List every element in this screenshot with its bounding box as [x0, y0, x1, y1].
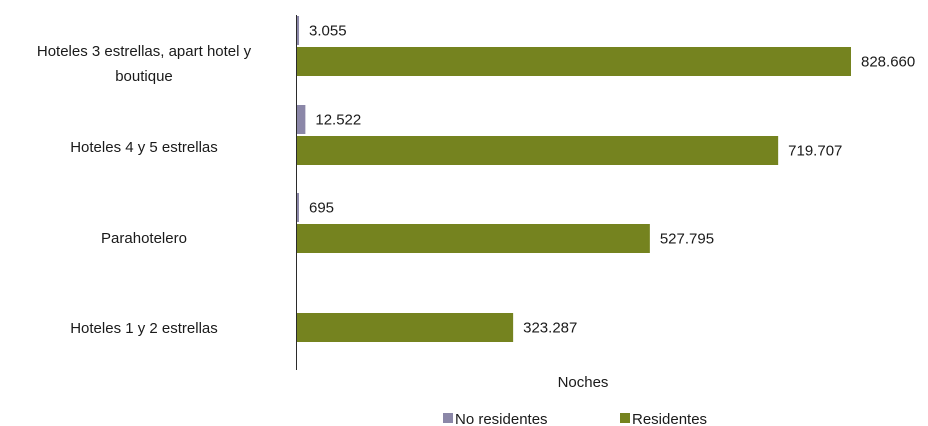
category-label-line: Hoteles 3 estrellas, apart hotel y — [37, 43, 252, 60]
category-label-line: Hoteles 1 y 2 estrellas — [70, 320, 218, 337]
bar-residentes — [297, 224, 650, 253]
bar-residentes — [297, 136, 779, 165]
value-label: 3.055 — [309, 23, 347, 40]
legend-label-residentes: Residentes — [632, 411, 707, 426]
legend: No residentes Residentes — [443, 411, 707, 426]
value-label: 719.707 — [788, 143, 842, 160]
value-label: 695 — [309, 200, 334, 217]
bar-no-residentes — [297, 16, 300, 45]
value-label: 12.522 — [315, 112, 361, 129]
bar-no-residentes — [297, 193, 299, 222]
bar-residentes — [297, 47, 851, 76]
bar-residentes — [297, 313, 514, 342]
category-label: Parahotelero — [101, 230, 187, 247]
legend-swatch-no-residentes — [443, 413, 453, 423]
category-label-line: Parahotelero — [101, 230, 187, 247]
legend-label-no-residentes: No residentes — [455, 411, 548, 426]
category-label: Hoteles 1 y 2 estrellas — [70, 320, 218, 337]
category-label-line: Hoteles 4 y 5 estrellas — [70, 139, 218, 156]
x-axis-title: Noches — [558, 374, 609, 391]
category-label: Hoteles 3 estrellas, apart hotel y boutiq… — [37, 43, 252, 85]
value-label: 828.660 — [861, 54, 915, 71]
value-label: 527.795 — [660, 231, 714, 248]
legend-swatch-residentes — [620, 413, 630, 423]
bars-layer — [297, 16, 851, 342]
category-label: Hoteles 4 y 5 estrellas — [70, 139, 218, 156]
bar-no-residentes — [297, 105, 306, 134]
value-label: 323.287 — [523, 320, 577, 337]
category-label-line: boutique — [115, 68, 173, 85]
labels-layer: Hoteles 3 estrellas, apart hotel y boutiq… — [37, 23, 915, 338]
